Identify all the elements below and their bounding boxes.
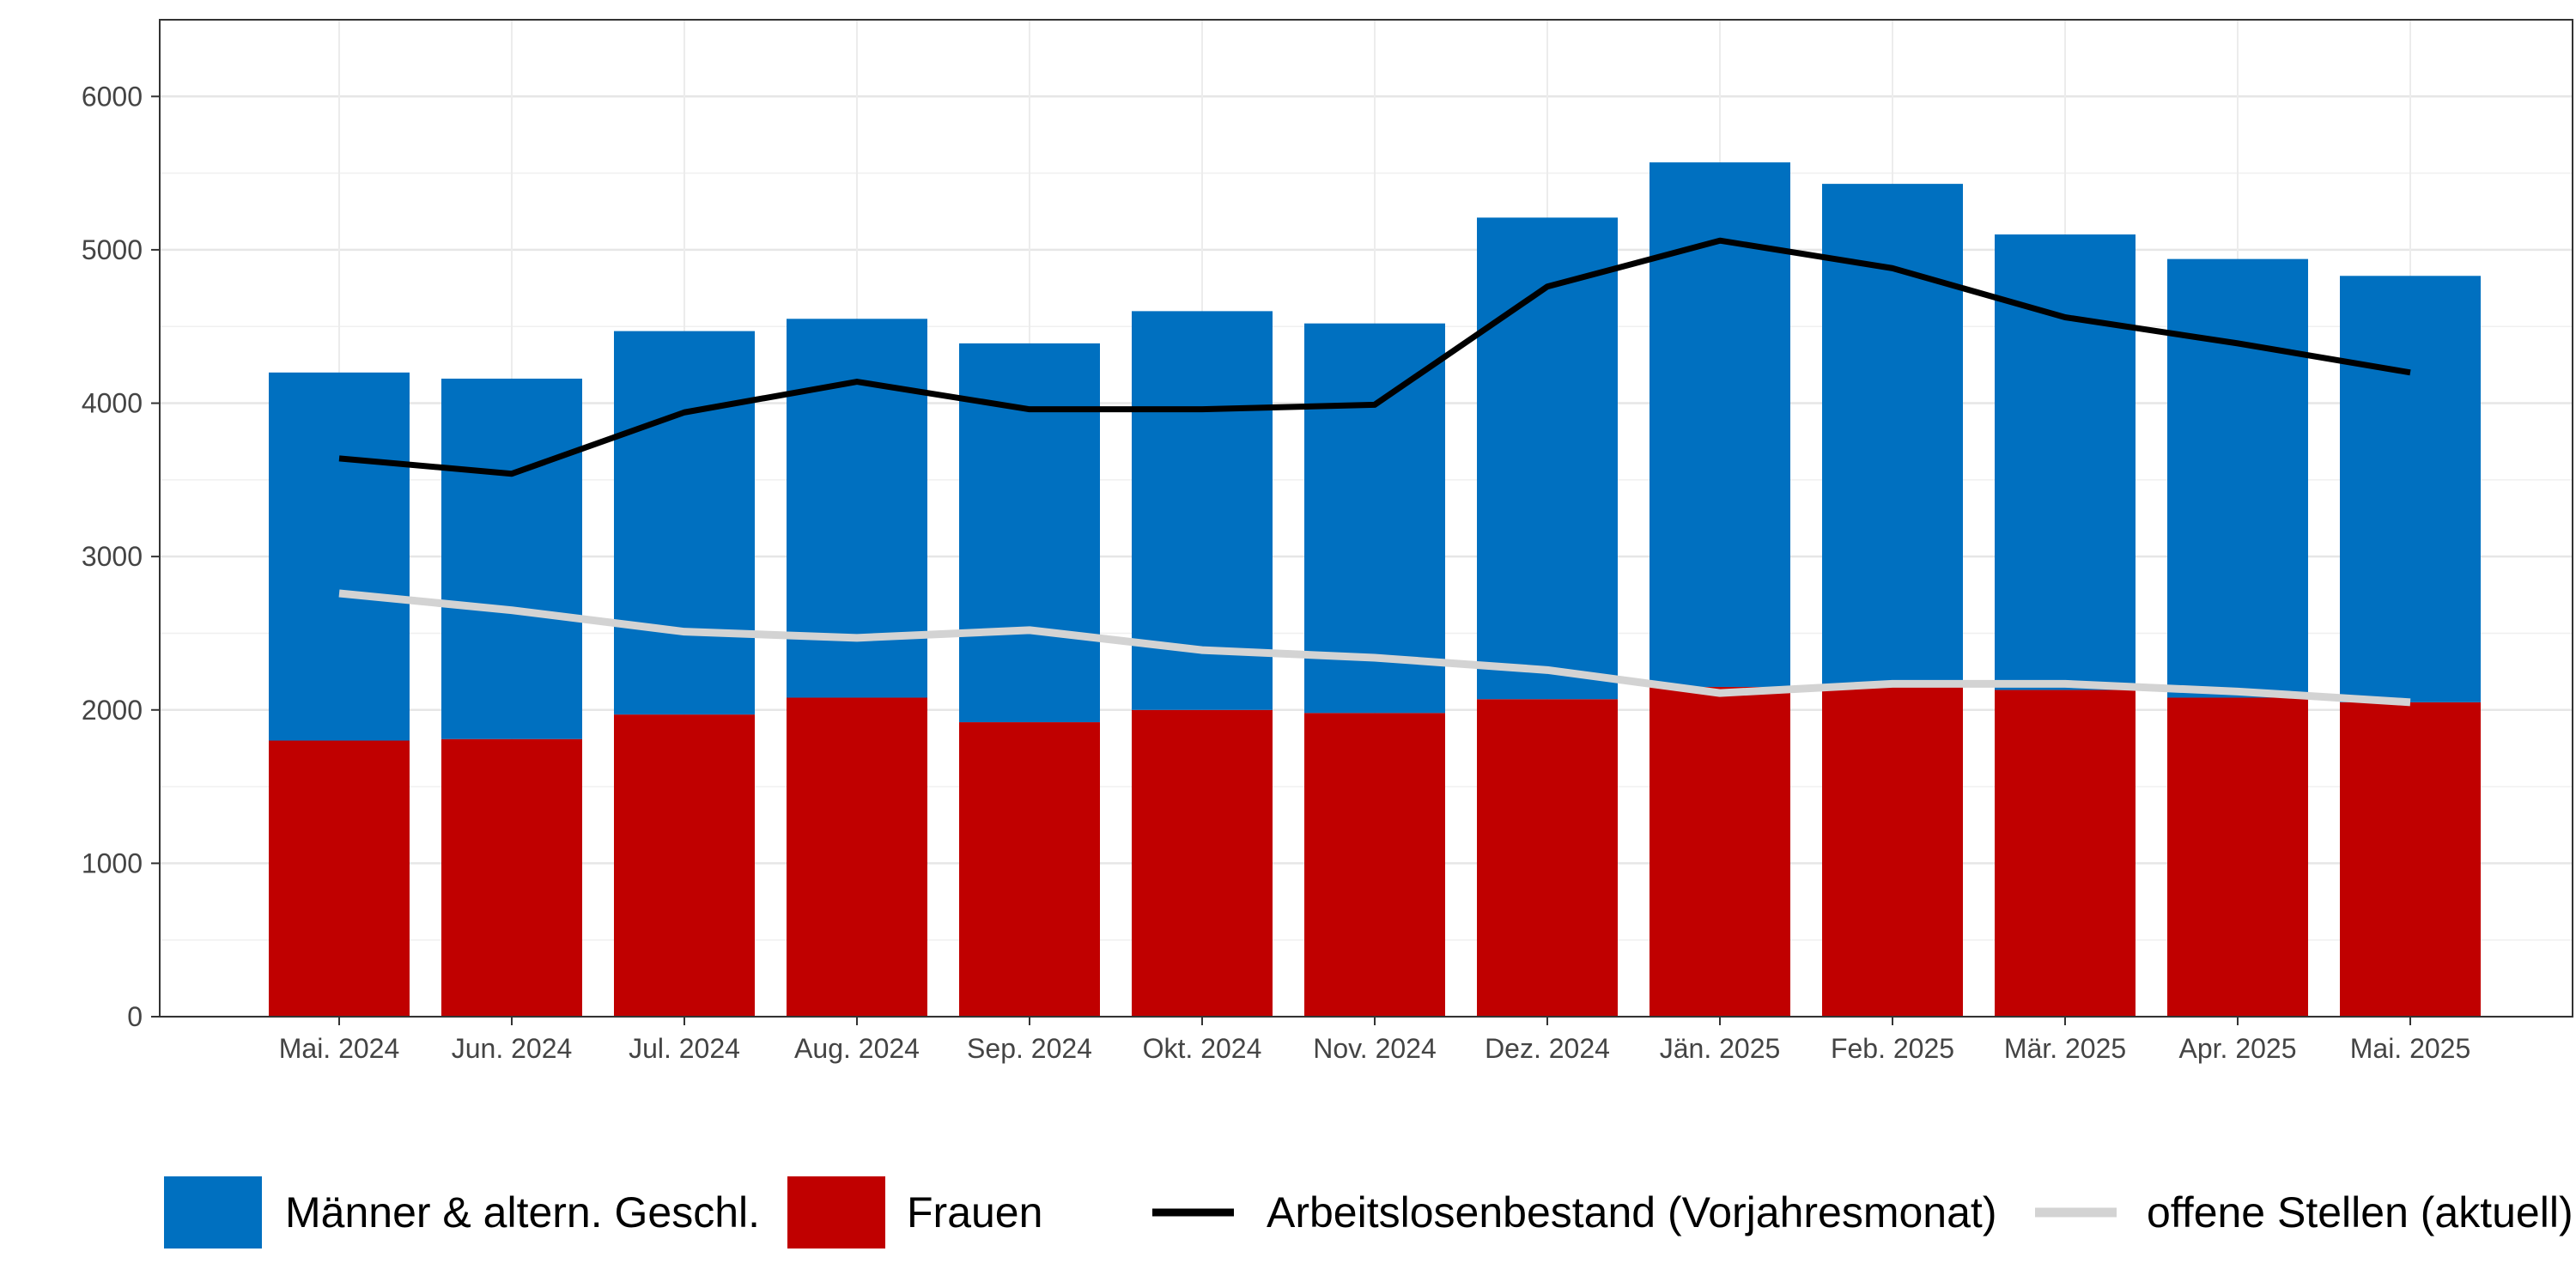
line-layer (338, 237, 2411, 707)
legend: Männer & altern. Geschl. Frauen Arbeitslos… (164, 1176, 2573, 1249)
x-tick-label: Aug. 2024 (794, 1033, 920, 1064)
line-offene-stellen (338, 589, 2411, 707)
bar-maenner (269, 372, 410, 741)
bar-maenner (2167, 258, 2308, 698)
bar-frauen (1132, 709, 1273, 1017)
bar-frauen (1304, 713, 1445, 1017)
bar-frauen (614, 714, 755, 1017)
bar-frauen (269, 740, 410, 1017)
y-tick-label: 2000 (82, 695, 143, 726)
y-tick-label: 4000 (82, 388, 143, 419)
bar-frauen (2167, 697, 2308, 1017)
bar-frauen (1822, 685, 1963, 1017)
y-tick-label: 0 (127, 1001, 143, 1032)
y-tick-label: 5000 (82, 234, 143, 265)
x-tick-label: Nov. 2024 (1313, 1033, 1437, 1064)
axis-layer: 0 1000 2000 3000 4000 5000 6000 Mai. 2024 Jun. 2… (82, 81, 2470, 1064)
y-tick-label: 3000 (82, 541, 143, 572)
x-tick-label: Jän. 2025 (1660, 1033, 1781, 1064)
legend-label: Frauen (907, 1188, 1042, 1236)
plot-panel-border (159, 19, 2573, 1018)
bar-maenner (1477, 217, 1618, 700)
x-tick-label: Feb. 2025 (1831, 1033, 1954, 1064)
bar-frauen (959, 722, 1100, 1017)
bar-frauen (787, 697, 927, 1017)
y-tick-label: 1000 (82, 848, 143, 878)
x-tick-label: Jul. 2024 (629, 1033, 740, 1064)
line-arbeitslosenbestand (338, 237, 2411, 477)
x-tick-label: Mai. 2024 (279, 1033, 400, 1064)
bar-maenner (441, 378, 582, 739)
legend-key-box (787, 1176, 885, 1249)
x-tick-label: Okt. 2024 (1143, 1033, 1262, 1064)
bar-maenner (614, 331, 755, 715)
legend-label: Arbeitslosenbestand (Vorjahresmonat) (1267, 1188, 1996, 1236)
x-tick-label: Dez. 2024 (1485, 1033, 1610, 1064)
legend-key-box (164, 1176, 262, 1249)
bar-frauen (1995, 690, 2136, 1017)
bar-maenner (1995, 234, 2136, 690)
bar-frauen (1649, 686, 1790, 1017)
x-tick-label: Jun. 2024 (452, 1033, 573, 1064)
x-tick-label: Apr. 2025 (2179, 1033, 2297, 1064)
bar-frauen (441, 738, 582, 1017)
bar-maenner (2340, 276, 2481, 702)
x-tick-label: Mai. 2025 (2350, 1033, 2471, 1064)
bar-maenner (1304, 323, 1445, 714)
legend-label: offene Stellen (aktuell) (2147, 1188, 2573, 1236)
bar-frauen (2340, 702, 2481, 1017)
bar-frauen (1477, 699, 1618, 1017)
legend-label: Männer & altern. Geschl. (285, 1188, 760, 1236)
x-tick-label: Sep. 2024 (967, 1033, 1092, 1064)
y-tick-label: 6000 (82, 81, 143, 112)
x-tick-label: Mär. 2025 (2004, 1033, 2126, 1064)
